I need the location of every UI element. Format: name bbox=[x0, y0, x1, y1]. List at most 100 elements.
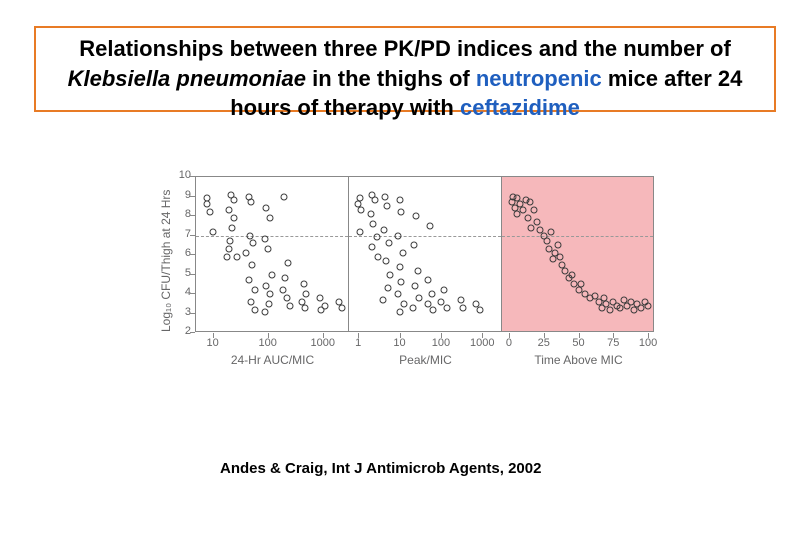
data-point bbox=[230, 197, 237, 204]
data-point bbox=[410, 242, 417, 249]
x-axis-label: Peak/MIC bbox=[399, 353, 452, 367]
data-point bbox=[561, 267, 568, 274]
data-point bbox=[234, 253, 241, 260]
data-point bbox=[370, 220, 377, 227]
data-point bbox=[443, 304, 450, 311]
chart-area: Log₁₀ CFU/Thigh at 24 Hrs 2345678910 101… bbox=[195, 176, 655, 362]
data-point bbox=[384, 285, 391, 292]
data-point bbox=[367, 211, 374, 218]
data-point bbox=[380, 226, 387, 233]
data-point bbox=[250, 240, 257, 247]
data-point bbox=[554, 242, 561, 249]
data-point bbox=[261, 308, 268, 315]
data-point bbox=[401, 300, 408, 307]
data-point bbox=[380, 296, 387, 303]
citation: Andes & Craig, Int J Antimicrob Agents, … bbox=[220, 460, 541, 477]
data-point bbox=[303, 291, 310, 298]
reference-line bbox=[502, 236, 653, 237]
data-point bbox=[226, 207, 233, 214]
data-point bbox=[547, 228, 554, 235]
data-point bbox=[252, 287, 259, 294]
data-point bbox=[262, 236, 269, 243]
data-point bbox=[247, 232, 254, 239]
x-tick-label: 1 bbox=[355, 337, 361, 349]
data-point bbox=[318, 306, 325, 313]
data-point bbox=[396, 308, 403, 315]
title-highlight: ceftazidime bbox=[460, 95, 580, 120]
y-tick-label: 8 bbox=[171, 208, 191, 220]
data-point bbox=[227, 238, 234, 245]
data-point bbox=[264, 246, 271, 253]
data-point bbox=[374, 253, 381, 260]
data-point bbox=[384, 203, 391, 210]
data-point bbox=[396, 263, 403, 270]
data-point bbox=[645, 302, 652, 309]
data-point bbox=[477, 306, 484, 313]
data-point bbox=[441, 287, 448, 294]
y-tick-label: 6 bbox=[171, 247, 191, 259]
data-point bbox=[550, 255, 557, 262]
scatter-panel-time: 0255075100Time Above MIC bbox=[501, 176, 654, 332]
y-tick-label: 10 bbox=[171, 169, 191, 181]
data-point bbox=[412, 283, 419, 290]
data-point bbox=[282, 275, 289, 282]
data-point bbox=[223, 253, 230, 260]
data-point bbox=[412, 213, 419, 220]
data-point bbox=[415, 267, 422, 274]
data-point bbox=[557, 253, 564, 260]
x-tick-label: 0 bbox=[506, 337, 512, 349]
data-point bbox=[394, 232, 401, 239]
data-point bbox=[245, 277, 252, 284]
data-point bbox=[204, 201, 211, 208]
y-tick-mark bbox=[190, 332, 195, 333]
data-point bbox=[398, 209, 405, 216]
data-point bbox=[281, 193, 288, 200]
data-point bbox=[249, 261, 256, 268]
data-point bbox=[578, 281, 585, 288]
data-point bbox=[248, 199, 255, 206]
data-point bbox=[358, 207, 365, 214]
data-point bbox=[229, 224, 236, 231]
data-point bbox=[525, 214, 532, 221]
data-point bbox=[425, 277, 432, 284]
data-point bbox=[263, 205, 270, 212]
data-point bbox=[631, 306, 638, 313]
data-point bbox=[302, 304, 309, 311]
data-point bbox=[385, 240, 392, 247]
data-point bbox=[265, 300, 272, 307]
data-point bbox=[266, 214, 273, 221]
data-point bbox=[427, 222, 434, 229]
data-point bbox=[396, 197, 403, 204]
data-point bbox=[242, 250, 249, 257]
data-point bbox=[617, 304, 624, 311]
data-point bbox=[231, 214, 238, 221]
data-point bbox=[300, 281, 307, 288]
data-point bbox=[209, 228, 216, 235]
title-part: Relationships between three PK/PD indice… bbox=[79, 36, 731, 61]
data-point bbox=[460, 304, 467, 311]
data-point bbox=[373, 234, 380, 241]
y-tick-label: 3 bbox=[171, 306, 191, 318]
x-tick-label: 100 bbox=[258, 337, 276, 349]
page-title: Relationships between three PK/PD indice… bbox=[46, 34, 764, 123]
data-point bbox=[283, 294, 290, 301]
y-tick-label: 4 bbox=[171, 286, 191, 298]
scatter-panel-auc: 10100100024-Hr AUC/MIC bbox=[195, 176, 348, 332]
data-point bbox=[514, 211, 521, 218]
data-point bbox=[269, 271, 276, 278]
reference-line bbox=[349, 236, 501, 237]
data-point bbox=[543, 238, 550, 245]
title-species: Klebsiella pneumoniae bbox=[68, 66, 306, 91]
data-point bbox=[430, 306, 437, 313]
y-tick-label: 9 bbox=[171, 189, 191, 201]
data-point bbox=[533, 218, 540, 225]
x-tick-label: 100 bbox=[639, 337, 657, 349]
data-point bbox=[399, 250, 406, 257]
data-point bbox=[338, 304, 345, 311]
title-box: Relationships between three PK/PD indice… bbox=[34, 26, 776, 112]
data-point bbox=[382, 193, 389, 200]
data-point bbox=[416, 294, 423, 301]
data-point bbox=[280, 287, 287, 294]
x-tick-label: 75 bbox=[607, 337, 619, 349]
data-point bbox=[607, 306, 614, 313]
